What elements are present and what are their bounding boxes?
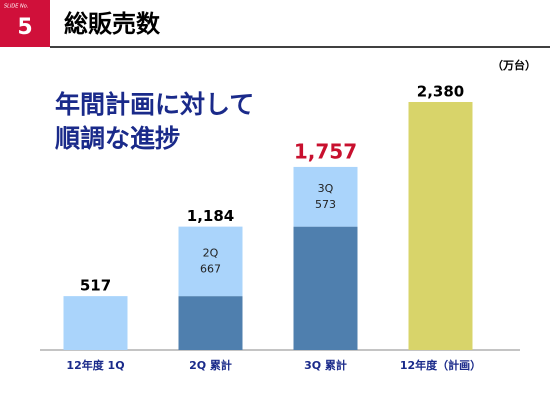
slide-number: 5 bbox=[17, 15, 32, 40]
segment-tag: 3Q bbox=[318, 182, 334, 195]
headline: 順調な進捗 bbox=[55, 124, 180, 153]
bar-segment bbox=[178, 296, 243, 350]
slide-badge bbox=[0, 0, 50, 47]
x-tick-label: 12年度（計画） bbox=[400, 358, 481, 372]
total-label: 517 bbox=[80, 277, 111, 295]
bar-segment bbox=[408, 102, 473, 350]
bar-segment bbox=[293, 226, 358, 350]
segment-value: 573 bbox=[315, 198, 336, 211]
total-label: 1,757 bbox=[294, 139, 357, 163]
x-tick-label: 2Q 累計 bbox=[189, 358, 232, 372]
slide-title: 総販売数 bbox=[64, 10, 161, 38]
bar-segment bbox=[178, 226, 243, 297]
bar-segment bbox=[293, 166, 358, 227]
x-tick-label: 12年度 1Q bbox=[66, 358, 124, 372]
slide-label: SLIDE No. bbox=[4, 4, 28, 10]
total-label: 2,380 bbox=[417, 83, 464, 101]
headline: 年間計画に対して bbox=[55, 90, 254, 119]
bar-segment bbox=[63, 296, 128, 350]
x-tick-label: 3Q 累計 bbox=[304, 358, 347, 372]
segment-value: 667 bbox=[200, 262, 221, 275]
unit-label: （万台） bbox=[492, 58, 536, 72]
total-label: 1,184 bbox=[187, 207, 234, 225]
segment-tag: 2Q bbox=[203, 246, 219, 259]
